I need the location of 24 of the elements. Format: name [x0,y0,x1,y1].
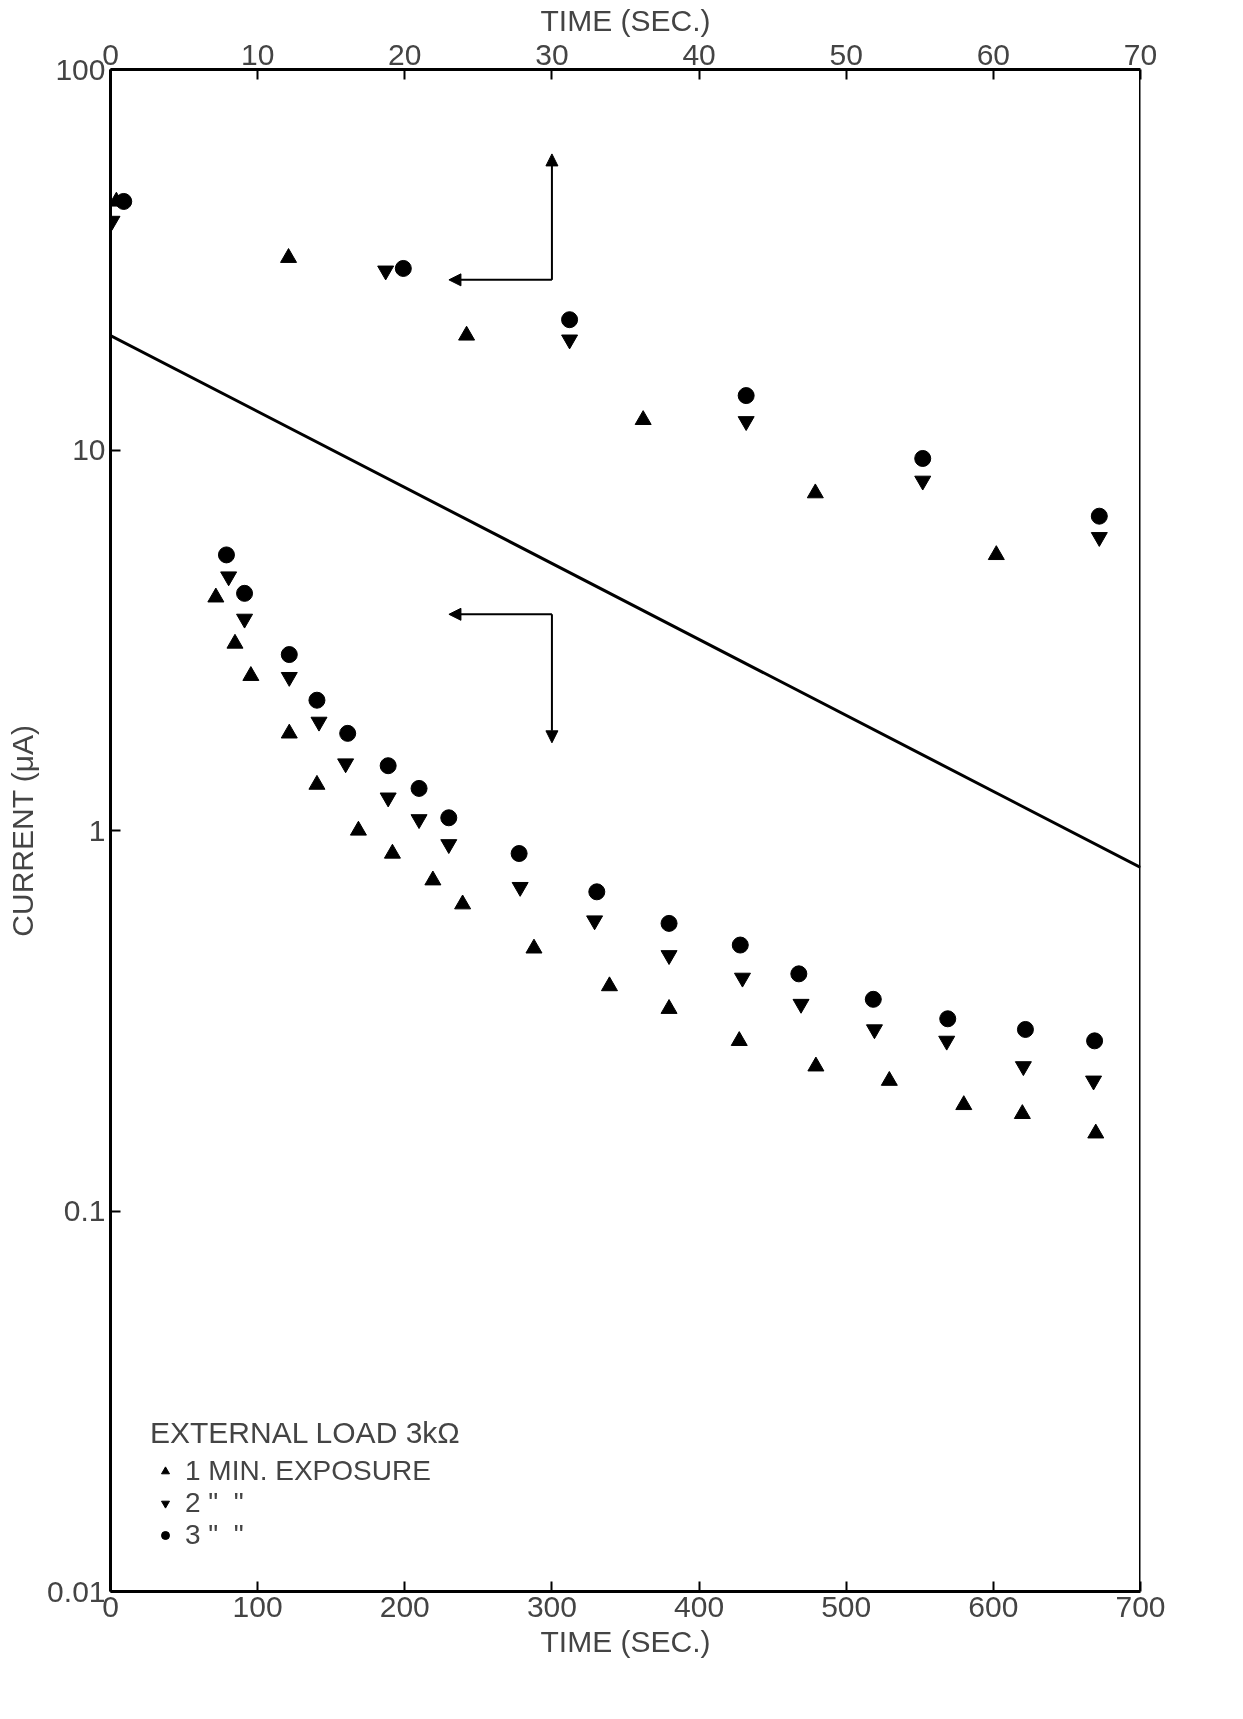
y-tick-label: 0.1 [63,1194,106,1227]
x-tick-label: 500 [821,1589,872,1623]
legend-label: 2 " " [185,1487,244,1519]
x2-tick-label: 60 [976,37,1011,71]
x-tick-label: 300 [526,1589,577,1623]
x2-tick-label: 40 [682,37,716,71]
x-tick-label: 400 [674,1589,725,1623]
x2-tick-label: 70 [1123,37,1158,71]
x-axis-title: TIME (SEC.) [540,1624,711,1658]
x-tick-label: 600 [968,1589,1019,1623]
x-tick-label: 700 [1115,1589,1166,1623]
y-axis-title: CURRENT (μA) [6,724,40,937]
legend-label: 1 MIN. EXPOSURE [185,1455,431,1487]
x2-tick-label: 20 [388,37,422,71]
x-tick-label: 100 [232,1589,283,1623]
x2-tick-label: 10 [240,37,275,71]
legend-title: EXTERNAL LOAD 3kΩ [150,1416,460,1450]
y-tick-label: 1 [88,813,106,847]
x2-tick-label: 30 [535,37,569,71]
x2-axis-title: TIME (SEC.) [540,3,711,37]
y-tick-label: 10 [72,433,106,466]
x-tick-label: 200 [379,1589,430,1623]
x2-tick-label: 50 [829,37,863,71]
legend-label: 3 " " [185,1519,244,1551]
